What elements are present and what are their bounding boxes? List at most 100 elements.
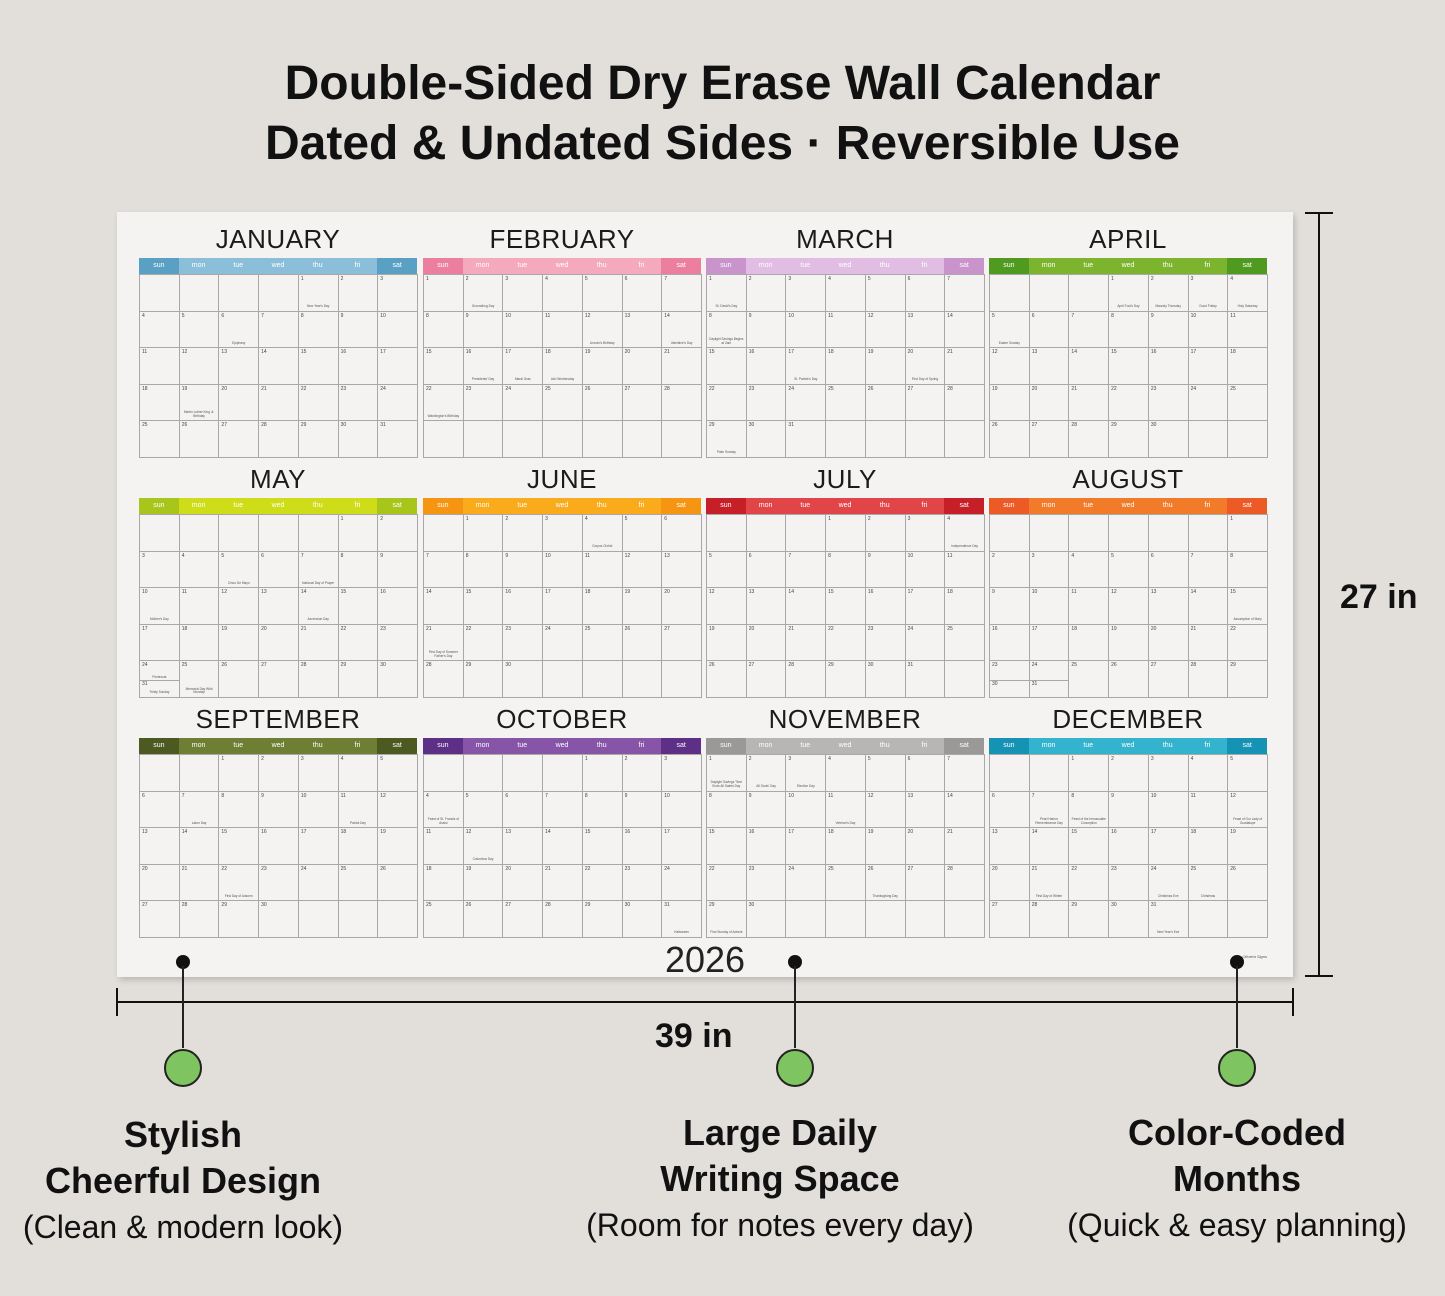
day-cell[interactable]: 30 [1148, 421, 1189, 458]
day-cell[interactable]: 14 [1069, 348, 1110, 385]
day-cell[interactable]: 17 [786, 828, 827, 865]
day-cell[interactable] [543, 755, 583, 792]
day-cell[interactable]: 5 [622, 515, 663, 552]
day-cell[interactable]: 10 [378, 311, 418, 349]
day-cell[interactable]: 13 [1148, 588, 1189, 625]
day-cell[interactable]: 3 Good Friday [1188, 275, 1229, 312]
day-cell[interactable]: 3 [140, 551, 180, 589]
day-cell[interactable]: 12 [378, 791, 418, 829]
day-cell[interactable]: 2 [338, 275, 379, 312]
day-cell[interactable]: 7 [945, 275, 985, 312]
day-cell[interactable]: 23 [463, 384, 504, 422]
day-cell[interactable]: 30 [503, 661, 544, 698]
day-cell[interactable]: 5 [865, 275, 906, 312]
day-cell[interactable]: 8 Daylight Savings Begins at 2am [707, 311, 747, 349]
day-cell[interactable]: 6 Epiphany [219, 311, 260, 349]
day-cell[interactable]: 16 [865, 588, 906, 625]
day-cell[interactable]: 22 [298, 384, 339, 422]
day-cell[interactable]: 27 [140, 901, 180, 938]
day-cell[interactable]: 6 [1148, 551, 1189, 589]
day-cell[interactable]: 30 [622, 901, 663, 938]
day-cell[interactable]: 2 [746, 275, 787, 312]
day-cell[interactable]: 3 [298, 755, 339, 792]
day-cell[interactable]: 10 Mother's Day [140, 588, 180, 625]
day-cell[interactable]: 21 [786, 624, 827, 662]
day-cell[interactable]: 3 [503, 275, 544, 312]
day-cell[interactable] [622, 421, 663, 458]
day-cell[interactable]: 27 [905, 864, 946, 902]
day-cell[interactable]: 11 [945, 551, 985, 589]
day-cell[interactable]: 9 [463, 311, 504, 349]
day-cell[interactable]: 18 [826, 828, 866, 865]
day-cell[interactable]: 6 [140, 791, 180, 829]
day-cell[interactable]: 14 [1188, 588, 1229, 625]
day-cell[interactable]: 10 [1148, 791, 1189, 829]
day-cell[interactable]: 10 [1029, 588, 1070, 625]
day-cell[interactable]: 2 [1109, 755, 1149, 792]
day-cell[interactable]: 7 [543, 791, 583, 829]
day-cell[interactable]: 19 [1109, 624, 1149, 662]
day-cell[interactable]: 9 [338, 311, 379, 349]
day-cell[interactable]: 22 [582, 864, 623, 902]
day-cell[interactable]: 21 [179, 864, 220, 902]
day-cell[interactable]: 3 [543, 515, 583, 552]
day-cell[interactable]: 25 [826, 384, 866, 422]
day-cell[interactable]: 21 [259, 384, 299, 422]
day-cell[interactable]: 29 [338, 661, 379, 698]
day-cell[interactable]: 30 [259, 901, 299, 938]
day-cell[interactable]: 23 [378, 624, 418, 662]
day-cell[interactable] [1029, 275, 1070, 312]
day-cell[interactable]: 11 [140, 348, 180, 385]
day-cell[interactable]: 17 [1148, 828, 1189, 865]
day-cell[interactable] [1188, 901, 1229, 938]
day-cell[interactable]: 2 Maundy Thursday [1148, 275, 1189, 312]
day-cell[interactable]: 20 [140, 864, 180, 902]
day-cell[interactable]: 6 [1029, 311, 1070, 349]
day-cell[interactable]: 20 [1029, 384, 1070, 422]
day-cell[interactable] [298, 515, 339, 552]
day-cell[interactable]: 8 [338, 551, 379, 589]
day-cell[interactable]: 21 [945, 828, 985, 865]
day-cell[interactable]: 31 Halloween [662, 901, 702, 938]
day-cell[interactable]: 24 [378, 384, 418, 422]
day-cell[interactable]: 4 [179, 551, 220, 589]
day-cell[interactable]: 12 [990, 348, 1030, 385]
day-cell[interactable]: 26 [179, 421, 220, 458]
day-cell[interactable]: 25 Memorial Day Whit Monday [179, 661, 220, 698]
day-cell[interactable]: 17 [1188, 348, 1229, 385]
day-cell[interactable]: 26 [219, 661, 260, 698]
day-cell[interactable] [1029, 755, 1070, 792]
day-cell[interactable]: 26 [990, 421, 1030, 458]
day-cell[interactable]: 11 [179, 588, 220, 625]
day-cell[interactable]: 10 [298, 791, 339, 829]
day-cell[interactable]: 25 [826, 864, 866, 902]
day-cell[interactable]: 20 First Day of Spring [905, 348, 946, 385]
day-cell[interactable]: 18 [179, 624, 220, 662]
day-cell[interactable]: 8 [826, 551, 866, 589]
day-cell[interactable]: 20 [1148, 624, 1189, 662]
day-cell[interactable]: 19 [1228, 828, 1268, 865]
day-cell[interactable]: 8 Feast of the Immaculate Conception [1069, 791, 1110, 829]
day-cell[interactable]: 3 [662, 755, 702, 792]
day-cell[interactable]: 4 [543, 275, 583, 312]
day-cell[interactable]: 16 [259, 828, 299, 865]
day-cell[interactable]: 28 [259, 421, 299, 458]
day-cell[interactable]: 18 [945, 588, 985, 625]
day-cell[interactable]: 29 [463, 661, 504, 698]
day-cell[interactable]: 21 First Day of Summer Father's Day [424, 624, 464, 662]
day-cell[interactable]: 3 [1148, 755, 1189, 792]
day-cell[interactable] [945, 421, 985, 458]
day-cell[interactable]: 24 [543, 624, 583, 662]
day-cell[interactable]: 20 [662, 588, 702, 625]
day-cell[interactable]: 16 [338, 348, 379, 385]
day-cell[interactable]: 3 [378, 275, 418, 312]
day-cell[interactable]: 6 [990, 791, 1030, 829]
day-cell[interactable]: 22 [707, 864, 747, 902]
day-cell[interactable]: 14 [945, 791, 985, 829]
day-cell[interactable]: 16 [990, 624, 1030, 662]
day-cell[interactable]: 31 [905, 661, 946, 698]
day-cell[interactable]: 21 [543, 864, 583, 902]
day-cell[interactable] [1188, 421, 1229, 458]
day-cell[interactable] [463, 755, 504, 792]
day-cell[interactable]: 7 Pearl Harbor Remembrance Day [1029, 791, 1070, 829]
